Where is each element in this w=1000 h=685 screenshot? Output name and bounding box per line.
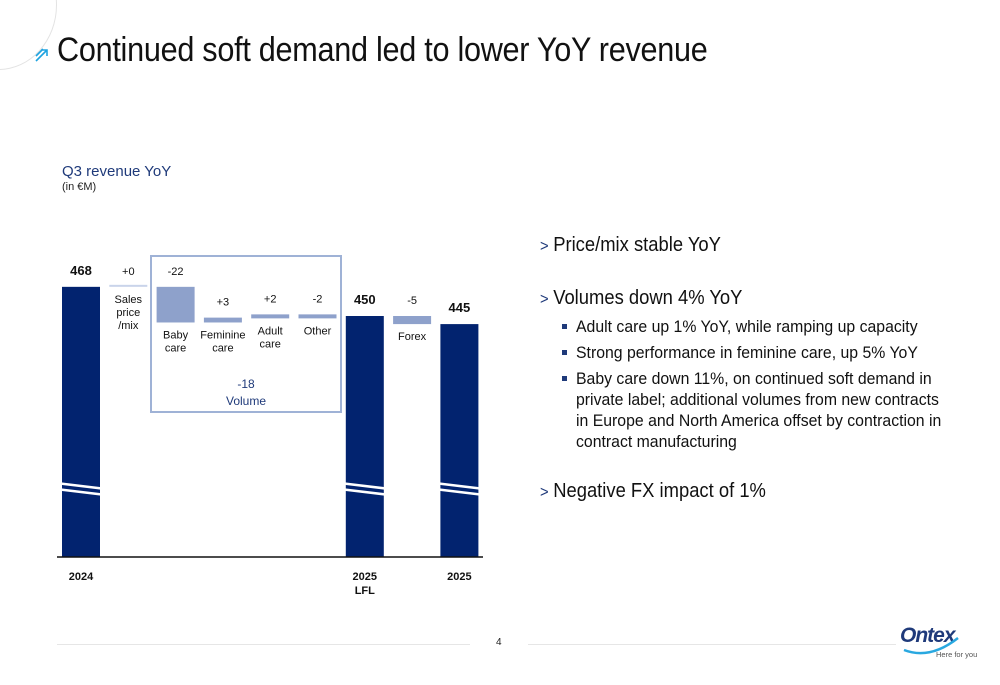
square-bullet-icon bbox=[562, 350, 567, 355]
square-bullet-icon bbox=[562, 376, 567, 381]
category-label-adult: care bbox=[259, 338, 280, 350]
logo-tagline: Here for you bbox=[936, 650, 978, 659]
data-label-2024: 468 bbox=[70, 263, 92, 278]
category-label-other: Other bbox=[304, 325, 332, 337]
category-label-fem: Feminine bbox=[200, 329, 245, 341]
square-bullet-icon bbox=[562, 324, 567, 329]
category-label-fem: care bbox=[212, 342, 233, 354]
category-label-price: price bbox=[116, 307, 140, 319]
data-label-baby: -22 bbox=[168, 266, 184, 278]
data-label-other: -2 bbox=[313, 293, 323, 305]
bar-other bbox=[298, 314, 337, 319]
x-tick-label: LFL bbox=[355, 585, 375, 597]
data-label-adult: +2 bbox=[264, 293, 277, 305]
axis-break-2024 bbox=[55, 481, 107, 497]
chevron-right-icon: > bbox=[540, 291, 549, 308]
ontex-logo: Ontex Here for you bbox=[900, 624, 980, 664]
data-label-fem: +3 bbox=[217, 297, 230, 309]
page-title: Continued soft demand led to lower YoY r… bbox=[57, 31, 708, 69]
axis-break-2025 bbox=[434, 481, 485, 497]
page-number: 4 bbox=[496, 637, 502, 648]
bar-price bbox=[109, 284, 148, 287]
bullet-list: > Price/mix stable YoY > Volumes down 4% Y… bbox=[540, 234, 980, 503]
bullet-item: > Volumes down 4% YoY bbox=[540, 287, 743, 309]
bullet-item: > Negative FX impact of 1% bbox=[540, 480, 766, 502]
sub-bullet-item: Baby care down 11%, on continued soft de… bbox=[562, 368, 980, 452]
category-label-baby: Baby bbox=[163, 329, 189, 341]
data-label-price: +0 bbox=[122, 266, 135, 278]
category-label-adult: Adult bbox=[258, 325, 283, 337]
bullet-item: > Price/mix stable YoY bbox=[540, 234, 721, 256]
category-label-forex: Forex bbox=[398, 331, 427, 343]
logo-swoosh-icon bbox=[903, 637, 959, 655]
bar-adult bbox=[251, 314, 290, 319]
bar-2025 bbox=[440, 324, 479, 557]
data-label-2025lfl: 450 bbox=[354, 292, 376, 307]
x-tick-label: 2024 bbox=[69, 571, 94, 583]
sub-bullet-item: Strong performance in feminine care, up … bbox=[562, 342, 980, 363]
footer-divider-left bbox=[57, 644, 470, 645]
category-label-baby: care bbox=[165, 342, 186, 354]
x-tick-label: 2025 bbox=[353, 571, 377, 583]
category-label-price: /mix bbox=[118, 320, 139, 332]
data-label-forex: -5 bbox=[407, 295, 417, 307]
volume-group-label: Volume bbox=[226, 394, 266, 408]
data-label-2025: 445 bbox=[449, 300, 471, 315]
category-label-price: Sales bbox=[115, 294, 143, 306]
bar-2024 bbox=[62, 286, 100, 557]
chart-unit-subtitle: (in €M) bbox=[62, 181, 97, 193]
sub-bullet-item: Adult care up 1% YoY, while ramping up c… bbox=[562, 316, 980, 337]
double-arrow-icon bbox=[35, 48, 48, 62]
bar-fem bbox=[203, 317, 242, 323]
logo-wordmark: Ontex bbox=[900, 624, 956, 647]
axis-break-2025lfl bbox=[339, 481, 390, 497]
bar-baby bbox=[156, 286, 195, 323]
x-tick-label: 2025 bbox=[447, 571, 471, 583]
chart-title: Q3 revenue YoY bbox=[62, 163, 172, 180]
chevron-right-icon: > bbox=[540, 238, 549, 255]
footer-divider-right bbox=[528, 644, 896, 645]
bar-2025lfl bbox=[345, 316, 384, 557]
volume-group-box bbox=[150, 255, 342, 413]
chevron-right-icon: > bbox=[540, 484, 549, 501]
bar-forex bbox=[393, 316, 432, 325]
volume-group-value: -18 bbox=[237, 377, 255, 391]
